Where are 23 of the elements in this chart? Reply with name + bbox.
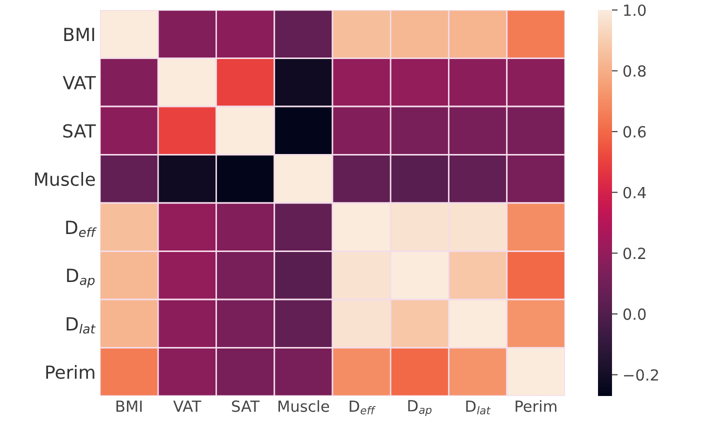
y-tick-label: BMI xyxy=(64,28,94,41)
y-tick-label: SAT xyxy=(63,124,96,138)
y-tick-label: D$_{lat}$ xyxy=(66,317,96,334)
color-bar-label: 0.6 xyxy=(623,126,646,138)
y-tick-label: Muscle xyxy=(35,172,95,186)
y-tick-label: Perim xyxy=(46,365,94,379)
x-tick-label: D$_{ap}$ xyxy=(408,400,432,416)
color-bar-label: −0.2 xyxy=(624,369,658,381)
x-tick-label: BMI xyxy=(116,400,142,412)
x-tick-label: SAT xyxy=(232,400,260,412)
x-tick-label: D$_{eff}$ xyxy=(350,400,376,414)
y-tick-label: VAT xyxy=(62,76,96,90)
x-tick-label: Muscle xyxy=(278,400,330,412)
color-bar-label: 0.0 xyxy=(623,308,646,320)
color-bar-label: 1.0 xyxy=(624,4,646,16)
x-tick-label: Perim xyxy=(516,400,556,412)
y-tick-label: D$_{eff}$ xyxy=(66,220,97,238)
x-tick-label: D$_{lat}$ xyxy=(466,400,491,414)
color-bar-label: 0.4 xyxy=(623,186,646,198)
x-tick-label: VAT xyxy=(173,400,202,412)
y-tick-label: D$_{ap}$ xyxy=(67,268,95,288)
color-bar-label: 0.8 xyxy=(623,65,646,77)
color-bar-label: 0.2 xyxy=(623,248,646,260)
